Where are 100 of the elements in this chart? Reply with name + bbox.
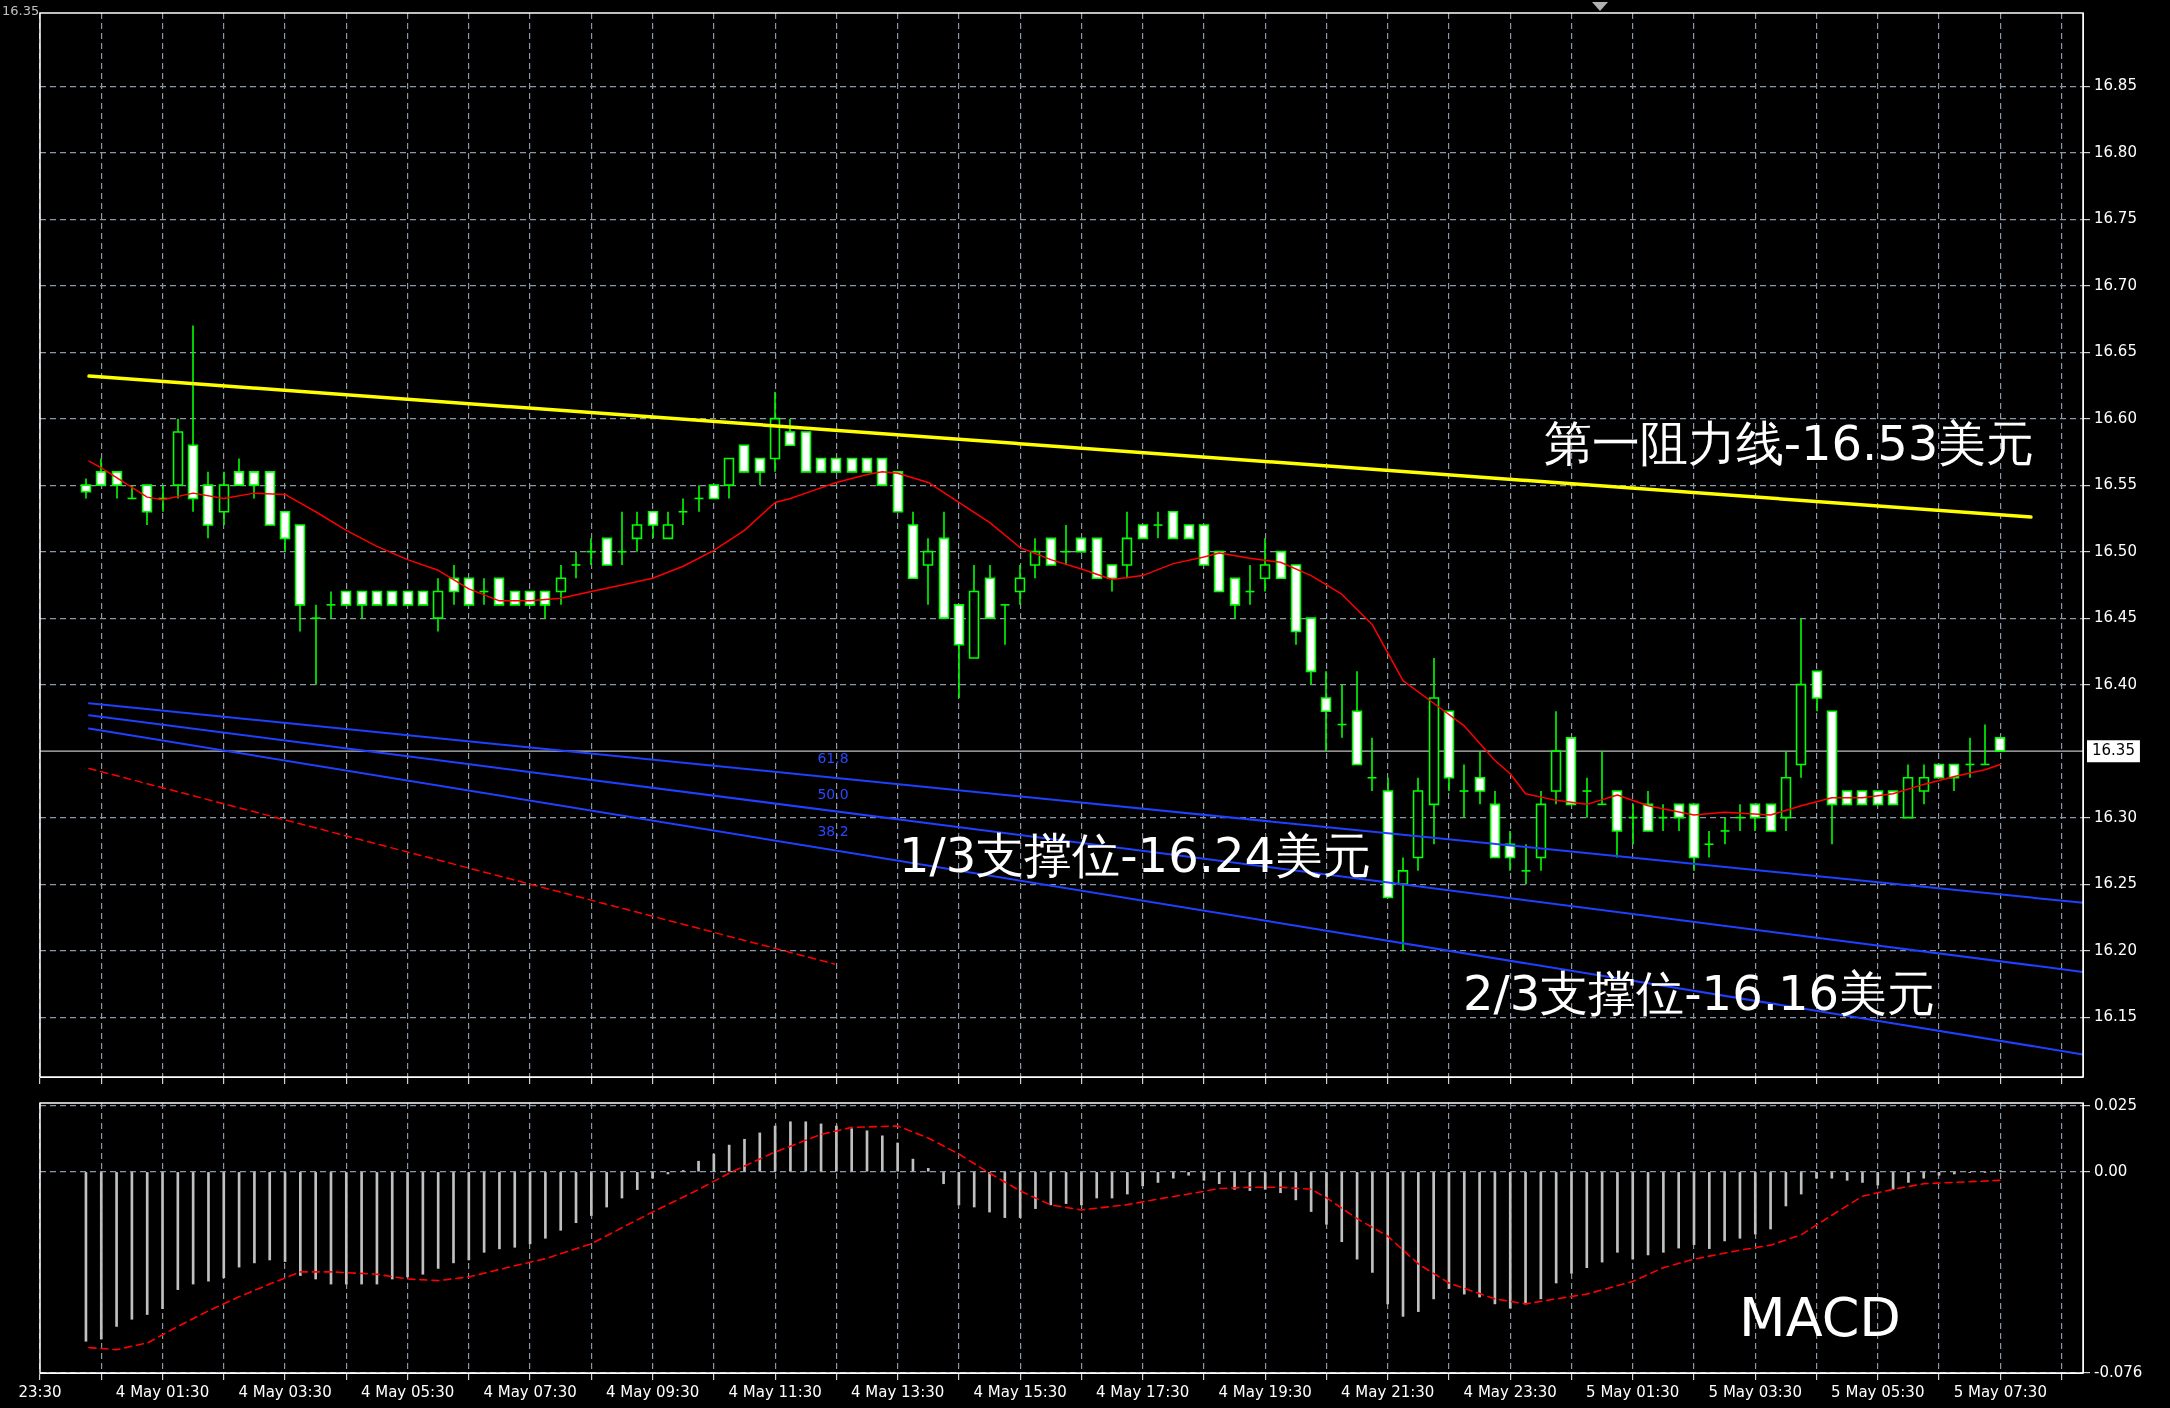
annotation: 61.8 — [817, 749, 849, 766]
bar — [1524, 1172, 1527, 1305]
x-tick-label: 4 May 17:30 — [1096, 1382, 1190, 1401]
x-tick-label: 5 May 07:30 — [1953, 1382, 2047, 1401]
candlestick — [677, 497, 689, 526]
bar — [99, 1172, 103, 1340]
bar — [1815, 1172, 1818, 1179]
bar — [1753, 1172, 1757, 1235]
x-tick-label: 4 May 07:30 — [483, 1382, 577, 1401]
bar — [605, 1172, 608, 1208]
bar — [697, 1160, 700, 1172]
annotation: 50.0 — [817, 785, 849, 802]
x-tick-label: 4 May 21:30 — [1341, 1382, 1435, 1401]
candlestick — [325, 590, 337, 619]
bar — [1631, 1172, 1635, 1260]
bar — [1217, 1172, 1221, 1185]
x-tick-label: 4 May 19:30 — [1218, 1382, 1312, 1401]
bar — [1922, 1172, 1926, 1179]
bar — [1034, 1172, 1037, 1209]
bar — [1707, 1172, 1711, 1249]
bar — [253, 1172, 256, 1264]
bar — [1187, 1172, 1190, 1176]
bar — [513, 1172, 517, 1248]
x-tick-label: 4 May 01:30 — [115, 1382, 210, 1401]
bar — [314, 1172, 317, 1280]
y-tick-label: 16.80 — [2094, 142, 2137, 161]
candlestick — [1581, 776, 1593, 819]
candlestick — [1703, 830, 1715, 859]
bar — [972, 1172, 976, 1208]
bar — [559, 1172, 563, 1231]
x-tick-label: 4 May 15:30 — [973, 1382, 1067, 1401]
x-tick-label: 5 May 01:30 — [1586, 1382, 1680, 1401]
bar — [743, 1138, 746, 1172]
candlestick — [1152, 510, 1164, 540]
bar — [1462, 1172, 1466, 1295]
bar — [268, 1172, 272, 1261]
ref-line-label: 16.35 — [2092, 741, 2135, 760]
annotation: 第一阻力线-16.53美元 — [1543, 415, 2035, 472]
y-tick-label: -0.076 — [2094, 1362, 2143, 1381]
bar — [360, 1172, 363, 1285]
bar — [1171, 1172, 1175, 1179]
candlestick — [999, 604, 1011, 646]
bar — [758, 1132, 762, 1172]
y-tick-label: 16.85 — [2094, 76, 2137, 95]
bar — [222, 1172, 226, 1279]
annotation: 38.2 — [817, 822, 849, 839]
annotation: MACD — [1739, 1286, 1901, 1350]
y-tick-label: 16.75 — [2094, 209, 2137, 228]
bar — [436, 1172, 440, 1269]
bar — [651, 1172, 654, 1179]
bar — [1723, 1172, 1726, 1242]
bar — [804, 1121, 808, 1172]
bar — [299, 1172, 302, 1276]
y-tick-label: 16.65 — [2094, 342, 2137, 361]
bar — [835, 1125, 838, 1172]
bar — [1478, 1172, 1481, 1298]
y-tick-label: 16.30 — [2094, 807, 2137, 826]
y-tick-label: 16.25 — [2094, 874, 2137, 893]
candlestick — [1520, 843, 1532, 885]
bar — [1662, 1172, 1665, 1253]
bar — [1677, 1172, 1681, 1249]
bar — [145, 1172, 149, 1315]
x-tick-label: 4 May 13:30 — [850, 1382, 945, 1401]
bar — [1126, 1172, 1129, 1195]
bar — [1432, 1172, 1435, 1300]
bar — [1340, 1172, 1344, 1243]
bar — [1570, 1172, 1573, 1274]
y-tick-label: 16.55 — [2094, 475, 2137, 494]
bar — [896, 1142, 899, 1172]
bar — [789, 1121, 792, 1172]
x-tick-label: 4 May 23:30 — [1463, 1382, 1557, 1401]
bar — [1585, 1172, 1589, 1268]
bar — [207, 1172, 210, 1282]
bar — [1616, 1172, 1619, 1253]
y-tick-label: 16.70 — [2094, 275, 2137, 294]
candlestick — [1458, 763, 1470, 819]
bar — [1294, 1172, 1298, 1201]
x-tick-label: 4 May 09:30 — [605, 1382, 700, 1401]
x-tick-label: 4 May 03:30 — [238, 1382, 332, 1401]
y-tick-label: 16.45 — [2094, 608, 2137, 627]
bar — [926, 1168, 930, 1172]
bar — [344, 1172, 348, 1285]
candlestick — [310, 604, 322, 686]
x-tick-label: 4 May 05:30 — [360, 1382, 455, 1401]
y-tick-label: 16.15 — [2094, 1007, 2137, 1026]
bar — [942, 1172, 945, 1185]
bar — [1095, 1172, 1099, 1199]
bar — [406, 1172, 409, 1278]
bar — [498, 1172, 501, 1250]
bar — [1049, 1172, 1053, 1206]
bar — [1263, 1172, 1267, 1190]
bar — [467, 1172, 471, 1261]
bar — [1508, 1172, 1512, 1309]
bar — [1876, 1172, 1880, 1186]
bar — [544, 1172, 547, 1239]
bar — [452, 1172, 455, 1264]
bar — [880, 1135, 884, 1172]
bar — [590, 1172, 593, 1216]
x-tick-label: 23:30 — [18, 1382, 62, 1401]
bar — [390, 1172, 394, 1280]
